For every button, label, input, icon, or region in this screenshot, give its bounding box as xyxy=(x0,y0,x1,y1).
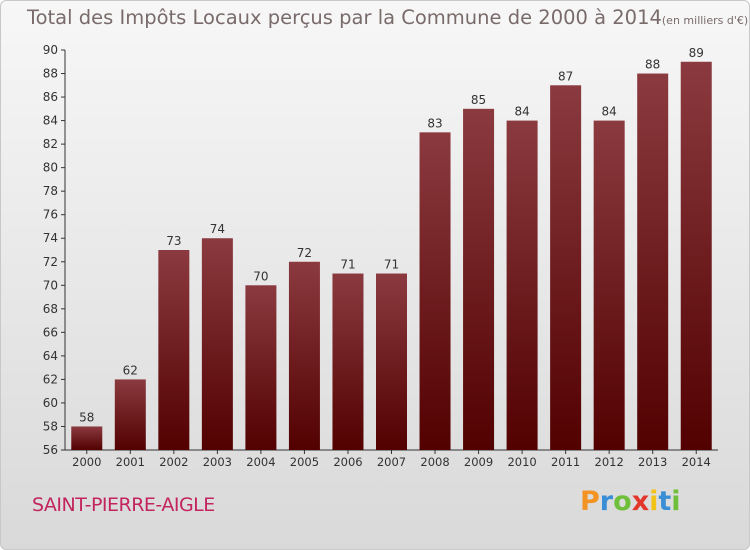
y-tick-label: 66 xyxy=(43,325,58,339)
y-tick-label: 64 xyxy=(43,349,58,363)
bar xyxy=(114,379,146,450)
x-tick-label: 2013 xyxy=(638,455,667,469)
y-tick-label: 82 xyxy=(43,137,58,151)
data-label: 74 xyxy=(210,222,225,236)
logo-letter: o xyxy=(613,486,632,517)
logo-letter: x xyxy=(631,486,650,517)
y-tick-label: 58 xyxy=(43,419,58,433)
data-label: 83 xyxy=(427,116,442,130)
bar xyxy=(158,250,190,450)
y-tick-label: 78 xyxy=(43,184,58,198)
data-label: 58 xyxy=(79,410,94,424)
x-tick-label: 2000 xyxy=(72,455,101,469)
bar xyxy=(593,120,625,451)
y-tick-label: 70 xyxy=(43,278,58,292)
data-label: 62 xyxy=(123,363,138,377)
x-tick-label: 2001 xyxy=(116,455,145,469)
x-tick-label: 2009 xyxy=(464,455,493,469)
y-tick-label: 76 xyxy=(43,208,58,222)
data-label: 71 xyxy=(340,258,355,272)
chart-title-text: Total des Impôts Locaux perçus par la Co… xyxy=(27,6,662,29)
y-tick-label: 72 xyxy=(43,255,58,269)
bar xyxy=(71,426,103,450)
data-label: 85 xyxy=(471,93,486,107)
x-tick-label: 2008 xyxy=(420,455,449,469)
y-tick-label: 60 xyxy=(43,396,58,410)
data-label: 84 xyxy=(514,105,529,119)
data-label: 87 xyxy=(558,69,573,83)
y-tick-label: 84 xyxy=(43,114,58,128)
chart-title: Total des Impôts Locaux perçus par la Co… xyxy=(27,6,748,29)
x-tick-label: 2003 xyxy=(203,455,232,469)
bar xyxy=(550,85,582,450)
logo-letter: i xyxy=(671,486,681,517)
bar xyxy=(680,61,712,450)
bar xyxy=(201,238,233,450)
x-tick-label: 2006 xyxy=(333,455,362,469)
bar xyxy=(288,261,320,450)
y-tick-label: 62 xyxy=(43,372,58,386)
bar xyxy=(506,120,538,451)
commune-name: SAINT-PIERRE-AIGLE xyxy=(32,494,215,516)
logo-letter: i xyxy=(649,486,659,517)
x-tick-label: 2012 xyxy=(595,455,624,469)
data-label: 71 xyxy=(384,258,399,272)
proxiti-logo: Proxiti xyxy=(580,486,681,517)
y-tick-label: 88 xyxy=(43,67,58,81)
data-label: 84 xyxy=(602,105,617,119)
data-label: 89 xyxy=(689,46,704,60)
bar xyxy=(376,273,407,450)
x-tick-label: 2010 xyxy=(507,455,536,469)
logo-letter: P xyxy=(580,486,600,517)
x-tick-label: 2005 xyxy=(290,455,319,469)
bar xyxy=(245,285,277,450)
y-tick-label: 56 xyxy=(43,443,58,457)
x-tick-label: 2011 xyxy=(551,455,580,469)
y-tick-label: 74 xyxy=(43,231,58,245)
logo-letter: r xyxy=(599,486,614,517)
x-tick-label: 2007 xyxy=(377,455,406,469)
x-tick-label: 2004 xyxy=(246,455,275,469)
y-tick-label: 90 xyxy=(43,43,58,57)
chart-title-unit: (en milliers d'€) xyxy=(661,14,749,27)
bar xyxy=(332,273,364,450)
data-label: 88 xyxy=(645,58,660,72)
bar xyxy=(637,73,669,450)
logo-letter: t xyxy=(658,486,672,517)
y-tick-label: 68 xyxy=(43,302,58,316)
bar xyxy=(463,108,495,450)
x-tick-label: 2014 xyxy=(682,455,711,469)
x-tick-label: 2002 xyxy=(159,455,188,469)
bar xyxy=(419,132,451,450)
data-label: 72 xyxy=(297,246,312,260)
y-tick-label: 80 xyxy=(43,161,58,175)
data-label: 73 xyxy=(166,234,181,248)
data-label: 70 xyxy=(253,269,268,283)
y-tick-label: 86 xyxy=(43,90,58,104)
